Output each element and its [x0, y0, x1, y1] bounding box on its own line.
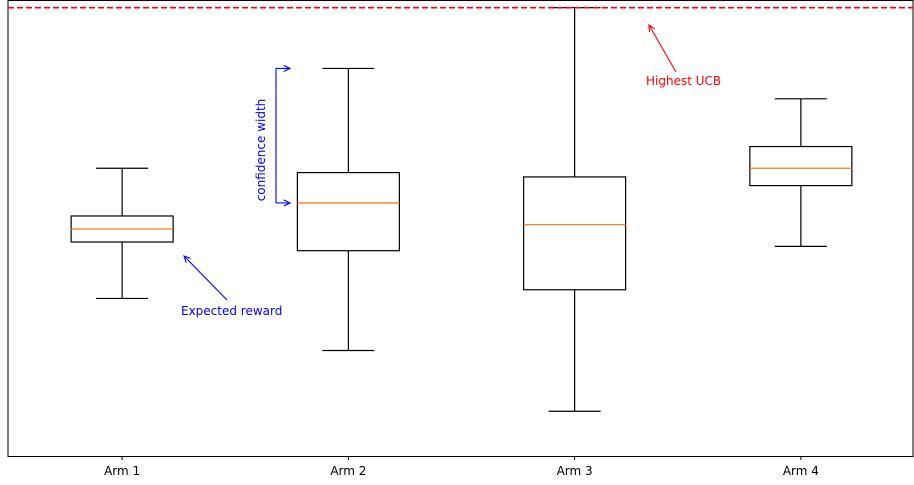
- box-group: [70, 167, 174, 300]
- x-tick-label: Arm 1: [104, 464, 140, 478]
- highest-ucb-arrow-head: [648, 23, 656, 33]
- confidence-lower-arrow-head: [283, 199, 292, 207]
- confidence-lower-arrow: [276, 199, 292, 207]
- box-body: [523, 176, 627, 291]
- confidence-upper-arrow-head: [283, 64, 292, 72]
- expected-reward-arrow-head: [183, 255, 191, 263]
- plot-area-frame: [7, 0, 914, 457]
- x-tick-label: Arm 3: [557, 464, 593, 478]
- boxes-layer: [70, 7, 853, 412]
- expected-reward-arrow: [183, 255, 228, 301]
- confidence-upper-arrow: [276, 64, 292, 72]
- confidence-width-label: confidence width: [254, 99, 268, 202]
- box-body: [296, 171, 400, 252]
- x-ticks-layer: Arm 1 Arm 2 Arm 3 Arm 4: [104, 456, 819, 478]
- annotation-layer: Highest UCB Expected reward confidence w…: [181, 23, 721, 318]
- highest-ucb-arrow-shaft: [648, 24, 677, 73]
- box-group: [296, 67, 400, 352]
- highest-ucb-label: Highest UCB: [646, 74, 721, 88]
- box-group: [749, 98, 853, 247]
- highest-ucb-arrow: [648, 23, 677, 73]
- x-tick-label: Arm 2: [330, 464, 366, 478]
- box-group: [523, 7, 627, 412]
- box-body: [749, 145, 853, 187]
- expected-reward-label: Expected reward: [181, 304, 282, 318]
- x-tick-label: Arm 4: [783, 464, 819, 478]
- expected-reward-arrow-shaft: [183, 255, 228, 301]
